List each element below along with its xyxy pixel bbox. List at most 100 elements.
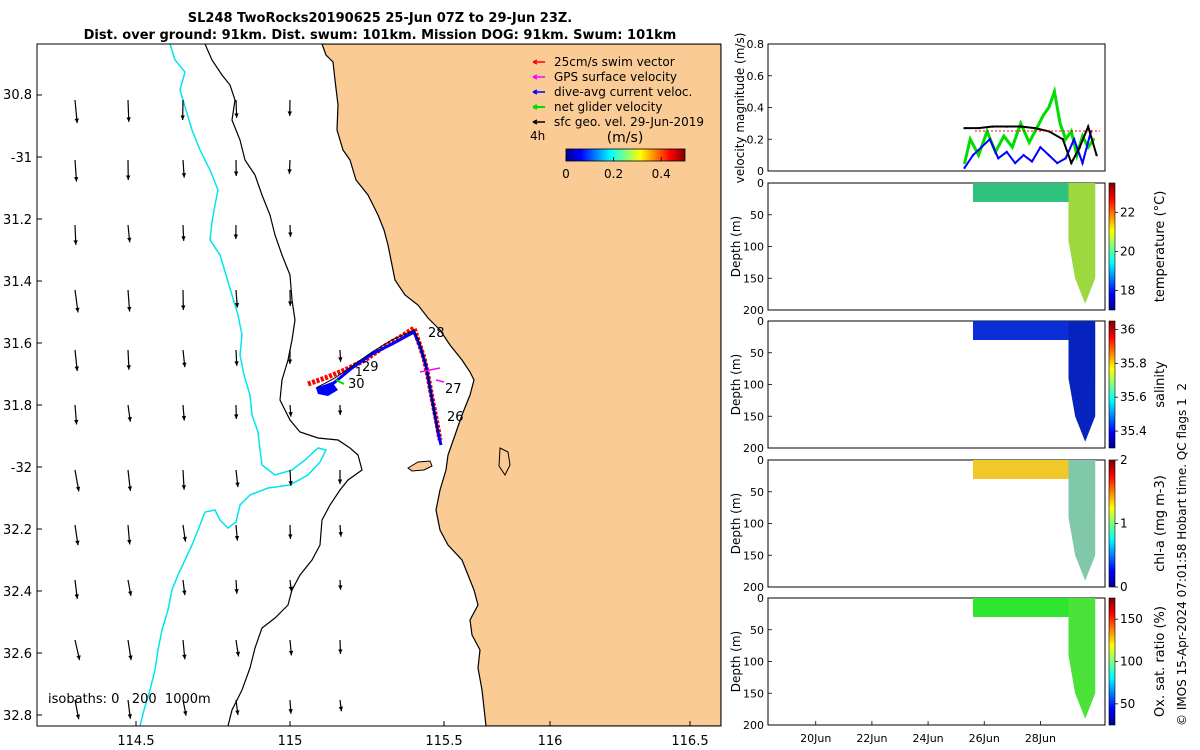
velocity-ylabel: velocity magnitude (m/s) (733, 33, 747, 184)
series-point (1005, 125, 1008, 128)
series-point (1036, 125, 1039, 128)
vector-arrowhead (288, 481, 293, 486)
vector-arrowhead (75, 307, 80, 313)
depth-ylabel: Depth (m) (729, 631, 743, 692)
legend-geo-vel: sfc geo. vel. 29-Jun-2019 (532, 115, 704, 129)
vector-arrowhead (288, 301, 293, 306)
colorbar-tick-label: 0.4 (652, 167, 671, 181)
series-line-1 (963, 131, 1092, 169)
vector-arrowhead (338, 649, 343, 654)
velocity-yticks: 0 0.2 0.4 0.6 0.8 (747, 38, 772, 178)
cbar-tick-label: 35.4 (1120, 424, 1147, 438)
lat-tick: -32 (11, 461, 32, 476)
geostrophic-vectors (73, 99, 344, 720)
credit: © IMOS 15-Apr-2024 07:01:58 Hobart time.… (1175, 383, 1189, 726)
vector-arrowhead (181, 173, 187, 178)
series-line-0 (963, 85, 1095, 164)
legend-gps-velocity: GPS surface velocity (532, 70, 677, 84)
vector-arrowhead (75, 714, 81, 720)
depth-ylabel: Depth (m) (729, 354, 743, 415)
ytick-label: 100 (743, 656, 764, 669)
lon-tick: 115.5 (425, 734, 462, 749)
vector-arrowhead (235, 482, 240, 488)
vector-arrowhead (183, 710, 188, 716)
cbar-tick-label: 0 (1120, 580, 1128, 594)
day-label-29: 29 (362, 360, 379, 375)
series-point (1092, 138, 1095, 141)
vector-arrowhead (180, 115, 185, 120)
series-point (1061, 138, 1065, 141)
vector-arrowhead (73, 176, 79, 182)
vector-arrowhead (127, 306, 132, 312)
vector-arrowhead (287, 169, 292, 174)
series-point (1086, 125, 1090, 128)
ytick-label: 150 (743, 410, 764, 423)
legend-net-glider: net glider velocity (532, 100, 662, 114)
section-panel-2: 0 50 100 150 200 Depth (m) 35.4 35.6 35.8 36 salin… (729, 315, 1168, 455)
ytick-label: 150 (743, 687, 764, 700)
legend-label: GPS surface velocity (554, 70, 677, 84)
series-point (977, 126, 980, 130)
time-tick-label: 28Jun (1025, 732, 1056, 745)
colorbar (1108, 597, 1116, 726)
lat-tick: 32.2 (3, 523, 32, 538)
series-point (1053, 90, 1056, 93)
ytick-label: 0.2 (747, 133, 765, 146)
vector-arrowhead (338, 585, 343, 590)
map-colorbar (565, 148, 686, 162)
series-point (1081, 161, 1084, 165)
ytick-label: 200 (743, 304, 764, 317)
ytick-label: 200 (743, 442, 764, 455)
lat-tick: 31.8 (3, 399, 32, 414)
vector-arrowhead (234, 535, 240, 541)
series-point (977, 153, 980, 157)
cbar-tick-label: 22 (1120, 205, 1135, 219)
section-panel-4: 0 50 100 150 200 Depth (m) 50 100 150 Ox. sat. ra… (729, 592, 1168, 732)
series-point (988, 138, 992, 141)
lat-tick: 32.4 (3, 585, 32, 600)
vector-arrowhead (73, 240, 78, 245)
colorbar-tick-label: 0 (562, 167, 570, 181)
series-point (1056, 161, 1059, 165)
series-point (1019, 122, 1022, 125)
garden-island (498, 447, 511, 476)
legend-label: dive-avg current veloc. (554, 85, 692, 99)
cbar-label: Ox. sat. ratio (%) (1153, 606, 1168, 717)
series-point (997, 157, 1000, 160)
cbar-tick-label: 35.8 (1120, 356, 1147, 370)
map-tick-marks (37, 94, 691, 726)
time-tick-label: 20Jun (800, 732, 831, 745)
ytick-label: 50 (750, 486, 764, 499)
cbar-tick-label: 35.6 (1120, 390, 1147, 404)
lon-tick: 114.5 (117, 734, 154, 749)
cbar-label: salinity (1153, 361, 1168, 408)
ytick-label: 0.8 (747, 38, 765, 51)
series-point (971, 153, 975, 157)
vector-arrowhead (128, 655, 133, 661)
colorbar (1108, 182, 1116, 311)
vector-arrowhead (234, 361, 239, 366)
time-axis: 20Jun 22Jun 24Jun 26Jun 28Jun (800, 721, 1056, 745)
day-label-30: 30 (348, 377, 365, 392)
series-point (963, 126, 966, 130)
colorbar-title: (m/s) (607, 130, 644, 146)
section-field-deep (1068, 460, 1096, 581)
isobaths-label: isobaths: 0 200 1000m (48, 692, 211, 707)
series-point (1030, 160, 1034, 163)
vector-arrowhead (127, 237, 132, 243)
section-field-deep (1068, 598, 1096, 719)
series-point (1047, 106, 1051, 109)
vector-arrowhead (338, 357, 343, 362)
vector-arrowhead (288, 232, 293, 237)
vector-arrowhead (181, 415, 187, 421)
vector-arrowhead (76, 655, 81, 661)
legend-label: sfc geo. vel. 29-Jun-2019 (554, 115, 704, 129)
vector-arrowhead (288, 586, 293, 592)
vector-arrowhead (234, 414, 239, 419)
colorbar (1108, 459, 1116, 588)
vector-arrowhead (338, 706, 344, 712)
lat-tick: 32.8 (3, 709, 32, 724)
cbar-tick-label: 150 (1120, 612, 1143, 626)
cbar-tick-label: 2 (1120, 453, 1128, 467)
